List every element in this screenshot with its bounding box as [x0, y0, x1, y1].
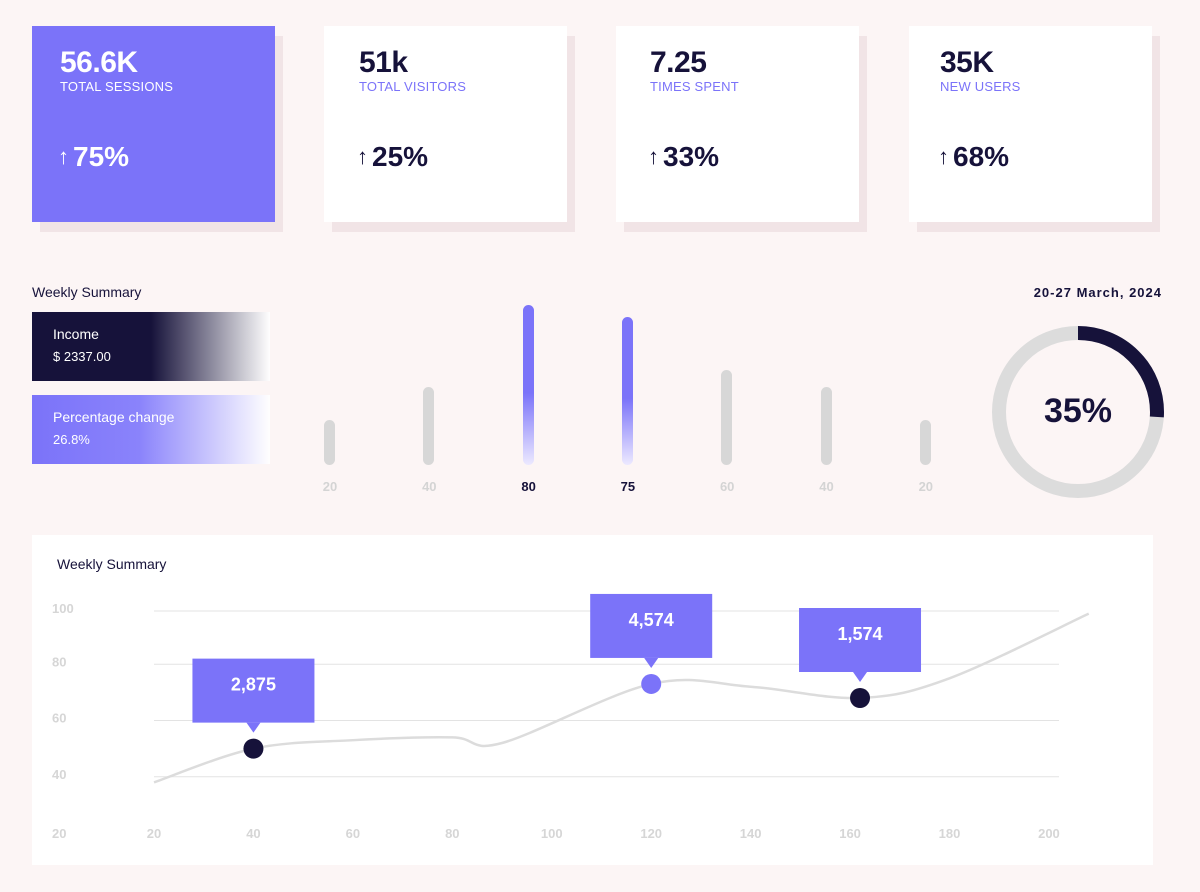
stat-card-total-sessions: 56.6K TOTAL SESSIONS ↑ 75%: [32, 26, 275, 222]
x-tick-label: 40: [246, 826, 260, 841]
callout: 2,875: [192, 658, 315, 759]
arrow-up-icon: ↑: [357, 144, 368, 169]
y-tick-label: 100: [52, 601, 74, 616]
stat-label: TOTAL SESSIONS: [60, 79, 174, 94]
y-tick-label: 80: [52, 654, 66, 669]
stat-card-new-users: 35K NEW USERS ↑ 68%: [909, 26, 1152, 222]
x-tick-label: 60: [346, 826, 360, 841]
bar: [621, 317, 633, 465]
callout-label: 1,574: [838, 624, 883, 644]
percentage-change-value: 26.8%: [53, 432, 90, 447]
date-range: 20-27 March, 2024: [1033, 285, 1162, 300]
y-tick-label: 40: [52, 767, 66, 782]
bar-label: 80: [521, 479, 536, 494]
stat-value: 56.6K: [60, 46, 138, 79]
income-value: $ 2337.00: [53, 349, 111, 364]
data-point: [243, 738, 264, 759]
progress-donut: [992, 326, 1164, 498]
bar: [721, 370, 733, 465]
callout: 4,574: [590, 593, 713, 694]
callout-pointer: [246, 722, 261, 733]
series-line: [153, 612, 1090, 784]
x-tick-label: 140: [740, 826, 762, 841]
bar: [919, 420, 931, 465]
bar: [522, 305, 534, 465]
percentage-change-box: Percentage change 26.8%: [32, 395, 270, 464]
callout-pointer: [644, 657, 659, 668]
callout-box: [799, 608, 922, 672]
bar: [820, 387, 832, 465]
bar-label: 60: [719, 479, 735, 494]
callout-label: 4,574: [629, 610, 674, 630]
x-tick-label: 200: [1038, 826, 1060, 841]
percentage-change-label: Percentage change: [53, 409, 175, 425]
bar-label: 40: [422, 479, 437, 494]
bar-label: 20: [918, 479, 934, 494]
stat-label: TIMES SPENT: [650, 79, 739, 94]
arrow-up-icon: ↑: [938, 144, 949, 169]
weekly-bar-chart: 20 40 80 75 60 40 20: [300, 300, 960, 500]
bar-label: 40: [819, 479, 834, 494]
stat-label: NEW USERS: [940, 79, 1021, 94]
x-tick-label: 100: [541, 826, 563, 841]
line-chart: 100 80 60 40 20 20 40 60 80 100 120 140 160 180 200 2,8…: [52, 593, 1090, 841]
stat-card-total-visitors: 51k TOTAL VISITORS ↑ 25%: [324, 26, 567, 222]
donut-percent: 35%: [1043, 392, 1113, 430]
stat-card-times-spent: 7.25 TIMES SPENT ↑ 33%: [616, 26, 859, 222]
bar: [423, 387, 435, 465]
stat-value: 51k: [359, 46, 408, 79]
callout-box: [590, 593, 713, 658]
callout-box: [192, 658, 315, 723]
line-chart-title: Weekly Summary: [57, 556, 167, 572]
callout: 1,574: [799, 608, 922, 708]
data-point: [850, 688, 871, 708]
income-box: Income $ 2337.00: [32, 312, 270, 381]
stat-change: ↑ 68%: [938, 141, 1010, 172]
stat-change: ↑ 33%: [648, 141, 720, 172]
stat-change: ↑ 25%: [357, 141, 429, 172]
y-tick-label: 60: [52, 711, 66, 726]
y-tick-label: 20: [52, 826, 66, 841]
bar: [324, 420, 335, 465]
data-point: [641, 673, 662, 694]
bar-label: 20: [322, 479, 338, 494]
x-tick-label: 80: [445, 826, 459, 841]
stat-value: 35K: [940, 46, 994, 79]
x-tick-label: 160: [839, 826, 861, 841]
stat-change: ↑ 75%: [58, 141, 130, 172]
x-tick-label: 180: [939, 826, 961, 841]
donut-fill: [992, 326, 1164, 498]
stat-label: TOTAL VISITORS: [359, 79, 467, 94]
income-label: Income: [53, 326, 99, 342]
bar-label: 75: [620, 479, 636, 494]
x-tick-label: 120: [640, 826, 662, 841]
weekly-summary-title: Weekly Summary: [32, 284, 142, 300]
line-chart-card: Weekly Summary 100 80 60 40 20 20 40 60 80 100 120…: [32, 535, 1153, 865]
arrow-up-icon: ↑: [648, 144, 659, 169]
x-tick-label: 20: [147, 826, 161, 841]
arrow-up-icon: ↑: [58, 144, 69, 169]
callout-pointer: [853, 672, 868, 682]
callout-label: 2,875: [231, 675, 276, 695]
stat-value: 7.25: [650, 46, 707, 79]
